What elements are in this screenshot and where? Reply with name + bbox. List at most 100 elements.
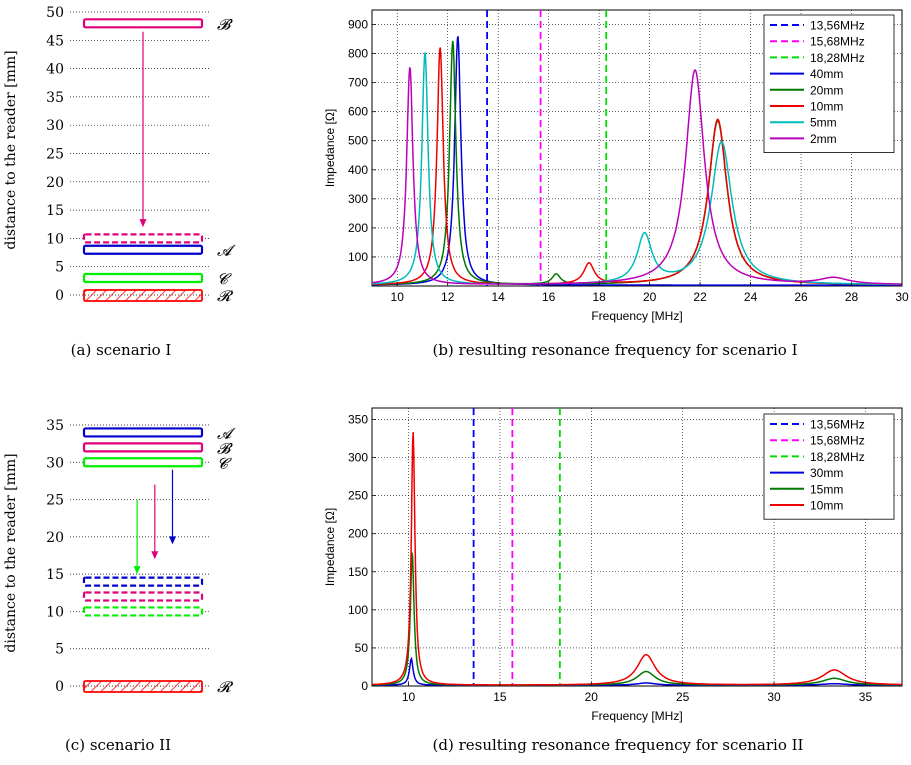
- panel-a-caption: (a) scenario I: [71, 341, 172, 359]
- b-legend-box: [763, 14, 895, 154]
- a-ytick-label: 45: [46, 33, 64, 49]
- b-ytick-label: 500: [348, 134, 368, 148]
- c-tag-label: 𝓑: [217, 439, 233, 457]
- b-xtick-label: 28: [845, 290, 859, 304]
- c-tag-hatched: [83, 680, 203, 693]
- a-tag-label: 𝓐: [217, 242, 236, 260]
- c-ytick-label: 35: [46, 418, 64, 434]
- c-tag-solid: [82, 457, 204, 468]
- c-tag-solid: [82, 442, 204, 453]
- b-ytick-label: 400: [348, 163, 368, 177]
- a-tag-label: 𝓡: [217, 287, 234, 305]
- c-tag-dashed: [82, 606, 204, 617]
- c-ytick-label: 15: [46, 567, 64, 583]
- c-tag-label: 𝓡: [217, 678, 234, 696]
- d-xtick-label: 25: [676, 690, 690, 704]
- a-ytick-label: 5: [55, 260, 64, 276]
- a-ytick-label: 30: [46, 118, 64, 134]
- panel-c-caption: (c) scenario II: [65, 736, 171, 754]
- c-tag-label: 𝓐: [217, 424, 236, 442]
- c-arrowhead: [169, 536, 176, 545]
- panel-b-ylabel: Impedance [Ω]: [323, 109, 337, 187]
- b-series-40mm: [372, 36, 902, 286]
- b-legend-label: 2mm: [810, 132, 837, 146]
- a-tag-solid: [82, 18, 204, 29]
- d-ytick-label: 0: [361, 679, 368, 693]
- b-xtick-label: 10: [391, 290, 405, 304]
- b-xtick-label: 18: [592, 290, 606, 304]
- b-legend-label: 10mm: [810, 100, 843, 114]
- c-arrowhead: [133, 566, 141, 575]
- panel-d-caption: (d) resulting resonance frequency for sc…: [433, 736, 804, 754]
- b-xtick-label: 16: [542, 290, 556, 304]
- panel-a: 0 5 10 15 20 25 30 35 40 45 50 𝓑 𝓐𝓒𝓡 distance to th…: [3, 5, 236, 359]
- panel-c-ylabel: distance to the reader [mm]: [3, 453, 19, 652]
- panel-b-caption: (b) resulting resonance frequency for sc…: [432, 341, 797, 359]
- panel-b: 10 12 14 16 18 20 22 24 26 28 30 100 200 300 400 500 600…: [323, 9, 909, 359]
- c-arrowhead: [151, 551, 159, 560]
- d-ytick-label: 200: [348, 527, 368, 541]
- a-tag-label: 𝓒: [217, 270, 232, 288]
- b-xtick-label: 30: [895, 290, 909, 304]
- a-tag-dashed: [82, 233, 204, 244]
- b-xtick-label: 14: [492, 290, 506, 304]
- c-ytick-label: 5: [55, 642, 64, 658]
- d-series-10mm: [371, 432, 902, 686]
- b-xtick-label: 24: [744, 290, 758, 304]
- panel-b-xlabel: Frequency [MHz]: [591, 309, 682, 323]
- b-series-2mm: [371, 67, 902, 285]
- d-legend-box: [763, 413, 895, 520]
- panel-d-ylabel: Impedance [Ω]: [323, 508, 337, 586]
- b-legend-label: 18,28MHz: [810, 51, 865, 65]
- d-ytick-label: 100: [348, 603, 368, 617]
- d-ytick-label: 250: [348, 489, 368, 503]
- c-ytick-label: 30: [46, 455, 64, 471]
- b-ytick-label: 300: [348, 192, 368, 206]
- b-ytick-label: 900: [348, 18, 368, 32]
- a-ytick-label: 0: [55, 288, 64, 304]
- c-tag-solid: [82, 427, 204, 438]
- b-ytick-label: 700: [348, 76, 368, 90]
- d-legend-label: 15mm: [810, 482, 843, 496]
- a-ytick-label: 50: [46, 5, 64, 21]
- d-legend-label: 18,28MHz: [810, 450, 865, 464]
- b-xtick-label: 20: [643, 290, 657, 304]
- b-xtick-label: 26: [794, 290, 808, 304]
- a-ytick-label: 25: [46, 147, 64, 163]
- c-ytick-label: 20: [46, 530, 64, 546]
- b-series-5mm: [372, 52, 902, 286]
- b-legend-label: 15,68MHz: [810, 35, 865, 49]
- a-ytick-label: 40: [46, 62, 64, 78]
- c-ytick-label: 0: [55, 679, 64, 695]
- a-tag-solid: [82, 272, 204, 284]
- b-xtick-label: 12: [441, 290, 455, 304]
- c-tag-dashed: [82, 576, 204, 587]
- d-ytick-label: 300: [348, 451, 368, 465]
- b-ytick-label: 600: [348, 105, 368, 119]
- panel-a-ylabel: distance to the reader [mm]: [3, 50, 19, 249]
- d-legend-label: 10mm: [810, 499, 843, 513]
- c-ytick-label: 10: [46, 604, 64, 620]
- c-ytick-label: 25: [46, 493, 64, 509]
- d-ytick-label: 350: [348, 412, 368, 426]
- d-legend-label: 15,68MHz: [810, 434, 865, 448]
- a-tag-solid: [82, 244, 204, 255]
- b-ytick-label: 800: [348, 47, 368, 61]
- a-tag-label: 𝓑: [217, 15, 233, 33]
- d-ytick-label: 150: [348, 565, 368, 579]
- a-arrowhead: [139, 219, 147, 228]
- d-xtick-label: 20: [585, 690, 599, 704]
- b-legend-label: 5mm: [810, 116, 837, 130]
- a-ytick-label: 20: [46, 175, 64, 191]
- d-legend-label: 30mm: [810, 466, 843, 480]
- d-legend-label: 13,56MHz: [810, 418, 865, 432]
- a-ytick-label: 35: [46, 90, 64, 106]
- a-tag-hatched: [83, 289, 203, 302]
- b-ytick-label: 200: [348, 221, 368, 235]
- b-ytick-label: 100: [348, 250, 368, 264]
- d-xtick-label: 15: [493, 690, 507, 704]
- b-legend-label: 20mm: [810, 83, 843, 97]
